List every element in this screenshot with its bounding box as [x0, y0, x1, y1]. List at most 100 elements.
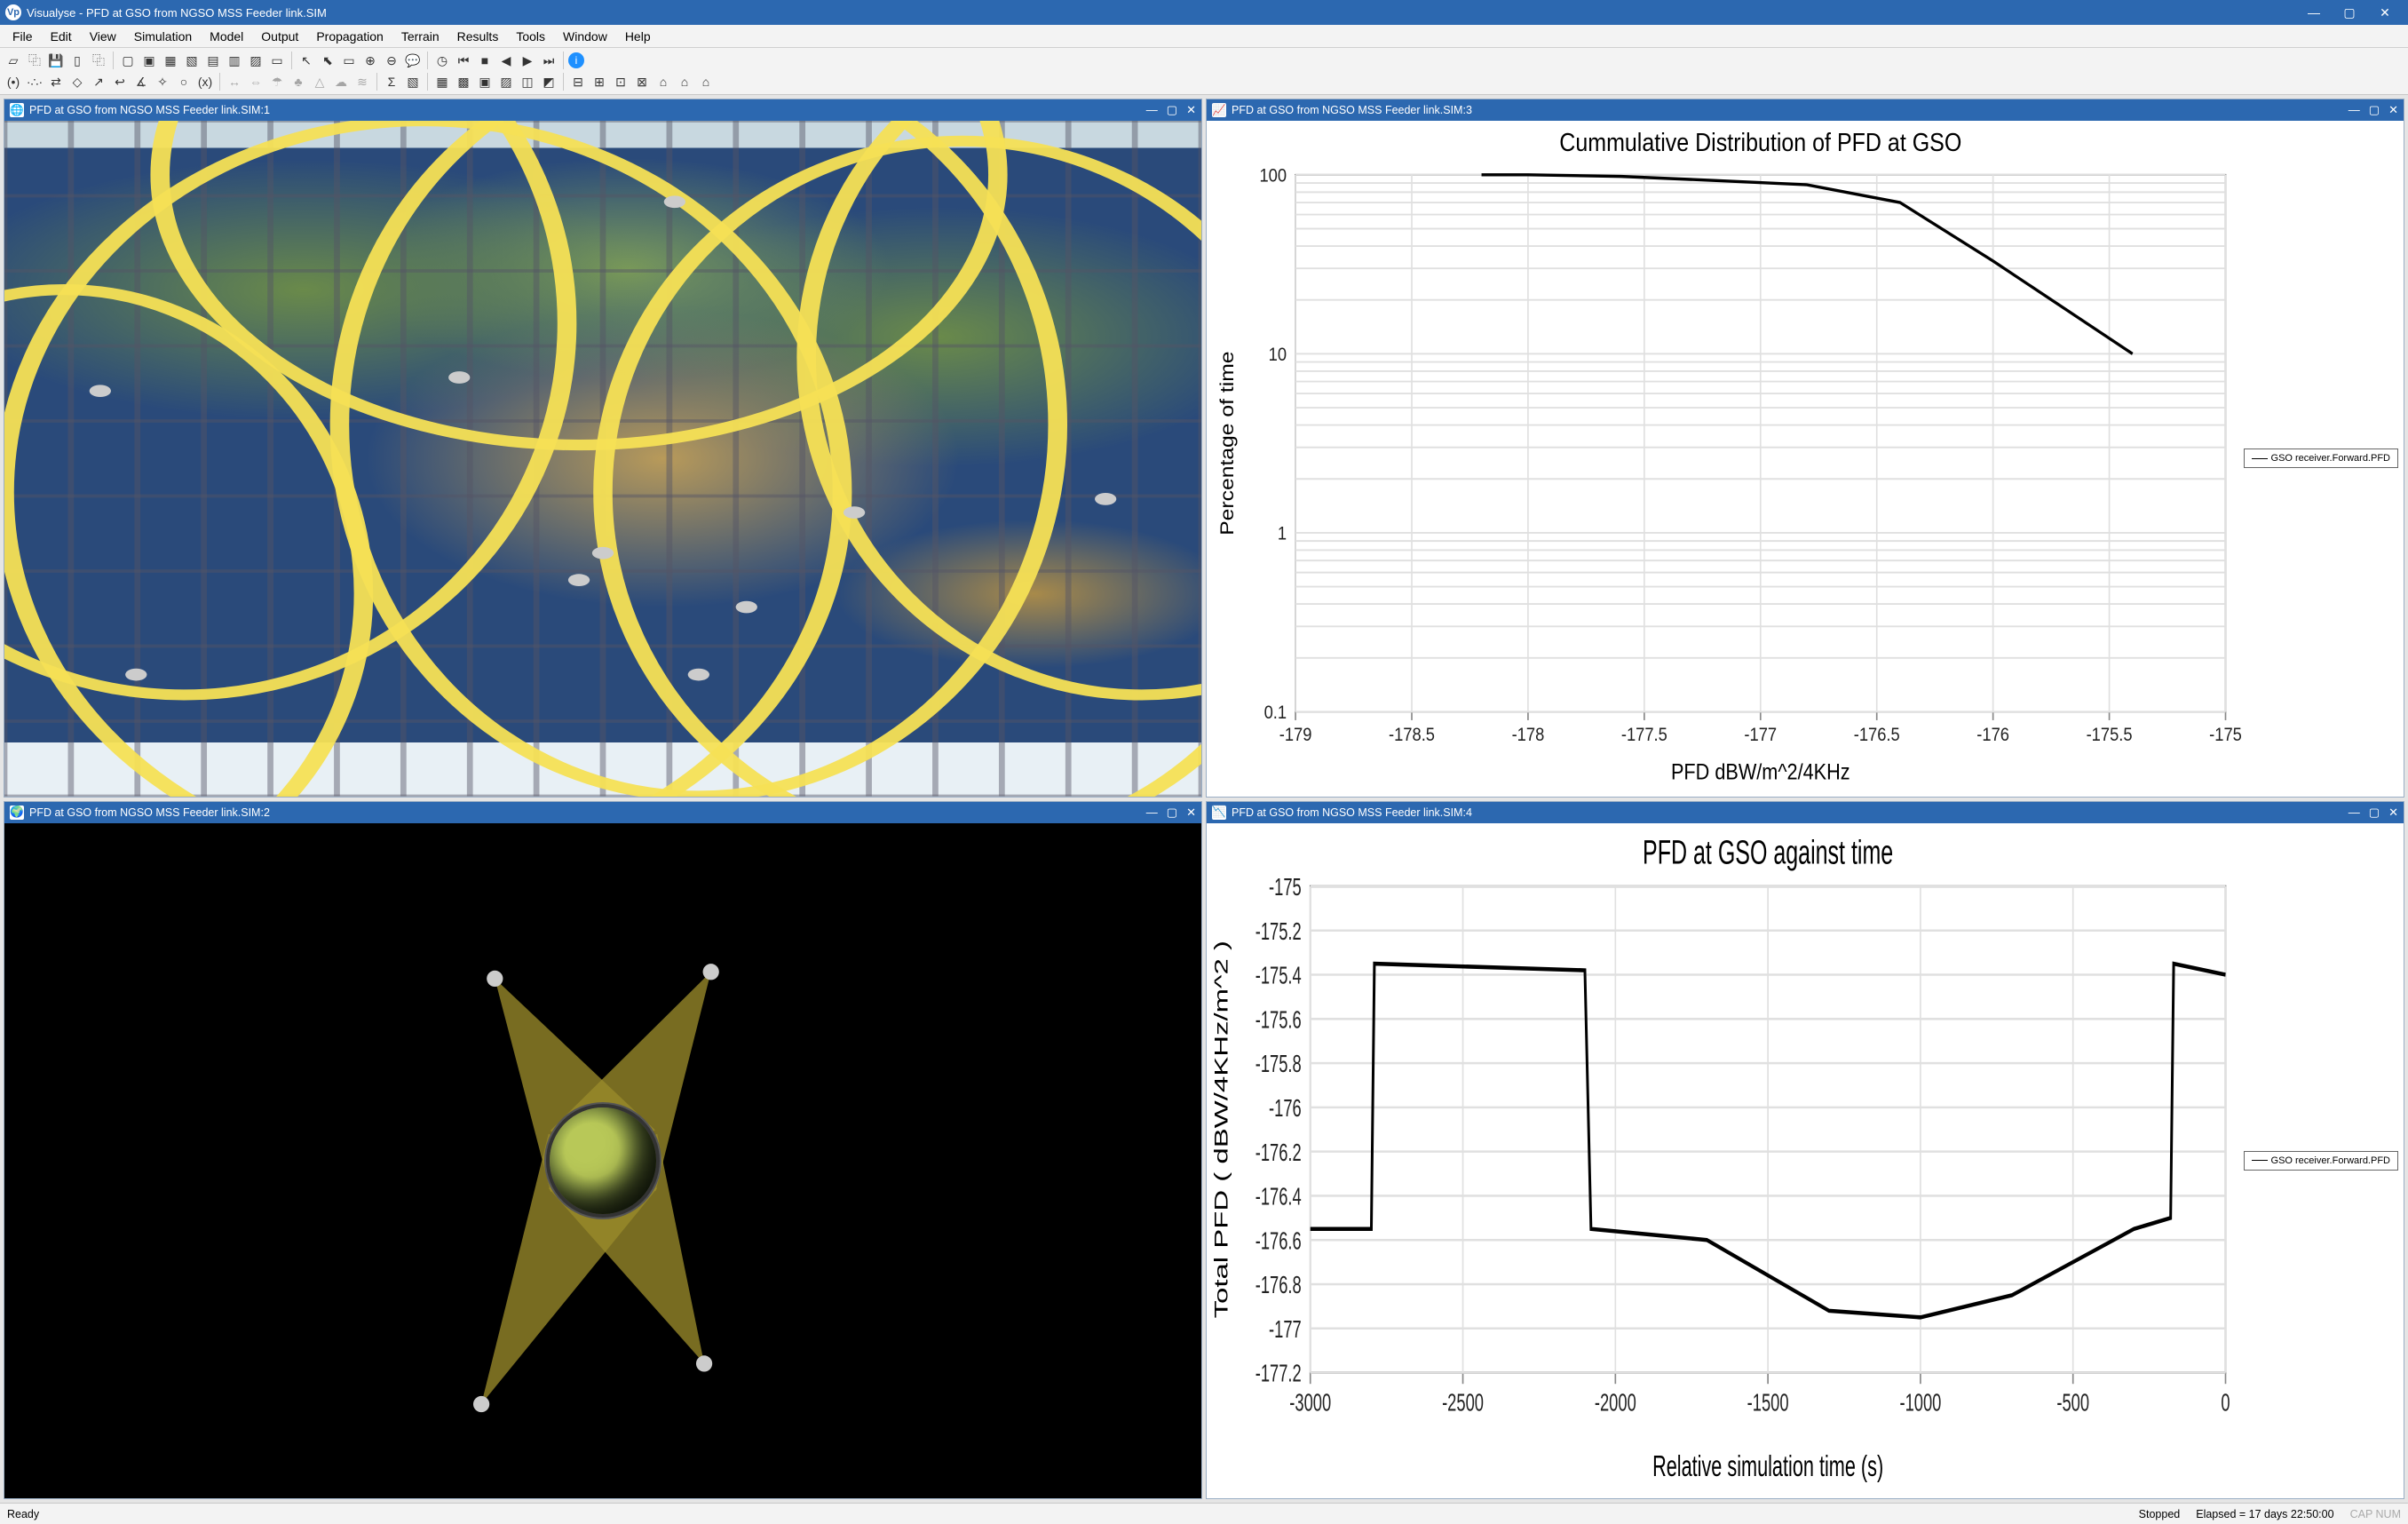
menu-model[interactable]: Model: [201, 27, 252, 46]
legend-swatch-icon: [2252, 458, 2268, 459]
child-close-button[interactable]: ✕: [1186, 806, 1196, 820]
pane-earth3d-titlebar[interactable]: 🌍 PFD at GSO from NGSO MSS Feeder link.S…: [4, 802, 1201, 823]
pane-time-content[interactable]: PFD at GSO against time-3000-2500-2000-1…: [1207, 823, 2404, 1499]
satellite-icon[interactable]: ✧: [153, 72, 172, 91]
menu-tools[interactable]: Tools: [507, 27, 554, 46]
play-icon[interactable]: ▶: [518, 51, 537, 70]
sigma-icon[interactable]: Σ: [382, 72, 401, 91]
menu-propagation[interactable]: Propagation: [307, 27, 392, 46]
menu-file[interactable]: File: [4, 27, 42, 46]
maximize-button[interactable]: ▢: [2332, 0, 2367, 25]
svg-text:-176.5: -176.5: [1854, 725, 1900, 745]
zoom-rect-icon[interactable]: ▭: [339, 51, 359, 70]
city2-icon[interactable]: ⌂: [675, 72, 694, 91]
menu-help[interactable]: Help: [616, 27, 660, 46]
view-grid-icon[interactable]: ▥: [225, 51, 244, 70]
out-chart-icon[interactable]: ▧: [403, 72, 423, 91]
view-table-icon[interactable]: ▦: [161, 51, 180, 70]
pane-map-title: PFD at GSO from NGSO MSS Feeder link.SIM…: [29, 104, 1146, 116]
child-minimize-button[interactable]: —: [1146, 103, 1158, 117]
view-monitor-icon[interactable]: ▭: [267, 51, 287, 70]
minimize-button[interactable]: —: [2296, 0, 2332, 25]
svg-text:-175.8: -175.8: [1255, 1051, 1302, 1078]
child-maximize-button[interactable]: ▢: [1167, 103, 1177, 117]
copy-icon[interactable]: ⿻: [89, 51, 108, 70]
pointer-icon[interactable]: ↖: [297, 51, 316, 70]
rewind-icon[interactable]: ⏮: [454, 51, 473, 70]
terrain6-icon[interactable]: ◩: [539, 72, 558, 91]
variable-icon[interactable]: (x): [195, 72, 215, 91]
menu-view[interactable]: View: [81, 27, 125, 46]
terrain5-icon[interactable]: ◫: [518, 72, 537, 91]
stop-icon[interactable]: ■: [475, 51, 495, 70]
db3-icon[interactable]: ⊡: [611, 72, 630, 91]
pane-cdf-content[interactable]: Cummulative Distribution of PFD at GSO-1…: [1207, 121, 2404, 797]
menu-simulation[interactable]: Simulation: [125, 27, 201, 46]
heading-icon[interactable]: ∡: [131, 72, 151, 91]
child-close-button[interactable]: ✕: [1186, 103, 1196, 117]
menu-results[interactable]: Results: [448, 27, 508, 46]
page-icon[interactable]: ▯: [67, 51, 87, 70]
svg-text:-175.5: -175.5: [2087, 725, 2133, 745]
city3-icon[interactable]: ⌂: [696, 72, 716, 91]
child-maximize-button[interactable]: ▢: [2369, 806, 2380, 820]
menu-output[interactable]: Output: [252, 27, 307, 46]
db4-icon[interactable]: ⊠: [632, 72, 652, 91]
child-maximize-button[interactable]: ▢: [2369, 103, 2380, 117]
svg-text:-177.2: -177.2: [1255, 1361, 1302, 1388]
pane-cdf-title: PFD at GSO from NGSO MSS Feeder link.SIM…: [1232, 104, 2349, 116]
close-button[interactable]: ✕: [2367, 0, 2403, 25]
iono-icon: ≋: [352, 72, 372, 91]
menu-window[interactable]: Window: [554, 27, 616, 46]
menu-terrain[interactable]: Terrain: [392, 27, 448, 46]
zoom-out-icon[interactable]: ⊖: [382, 51, 401, 70]
view-map-icon[interactable]: ▢: [118, 51, 138, 70]
antenna-icon[interactable]: (•): [4, 72, 23, 91]
view-report-icon[interactable]: ▨: [246, 51, 265, 70]
clock-icon[interactable]: ◷: [432, 51, 452, 70]
comment-icon[interactable]: 💬: [403, 51, 423, 70]
db2-icon[interactable]: ⊞: [590, 72, 609, 91]
orbit-icon[interactable]: ○: [174, 72, 194, 91]
pane-map-content[interactable]: [4, 121, 1201, 797]
view-chart-icon[interactable]: ▧: [182, 51, 202, 70]
child-maximize-button[interactable]: ▢: [1167, 806, 1177, 820]
child-minimize-button[interactable]: —: [2349, 806, 2360, 820]
city1-icon[interactable]: ⌂: [653, 72, 673, 91]
new-file-icon[interactable]: ▱: [4, 51, 23, 70]
tower-icon: △: [310, 72, 329, 91]
save-icon[interactable]: 💾: [46, 51, 66, 70]
svg-text:-1000: -1000: [1899, 1390, 1941, 1417]
pane-cdf: 📈 PFD at GSO from NGSO MSS Feeder link.S…: [1206, 99, 2404, 798]
child-close-button[interactable]: ✕: [2388, 806, 2398, 820]
open-file-icon[interactable]: ⿻: [25, 51, 44, 70]
child-minimize-button[interactable]: —: [1146, 806, 1158, 820]
db1-icon[interactable]: ⊟: [568, 72, 588, 91]
svg-text:1: 1: [1278, 523, 1287, 544]
child-minimize-button[interactable]: —: [2349, 103, 2360, 117]
pane-time-titlebar[interactable]: 📉 PFD at GSO from NGSO MSS Feeder link.S…: [1207, 802, 2404, 823]
path-icon[interactable]: ↗: [89, 72, 108, 91]
return-icon[interactable]: ↩: [110, 72, 130, 91]
pane-earth3d-content[interactable]: [4, 823, 1201, 1499]
menu-edit[interactable]: Edit: [42, 27, 81, 46]
terrain3-icon[interactable]: ▣: [475, 72, 495, 91]
step-back-icon[interactable]: ◀: [496, 51, 516, 70]
view-list-icon[interactable]: ▤: [203, 51, 223, 70]
select-icon[interactable]: ⬉: [318, 51, 337, 70]
info-icon[interactable]: i: [568, 52, 584, 68]
zoom-in-icon[interactable]: ⊕: [360, 51, 380, 70]
child-close-button[interactable]: ✕: [2388, 103, 2398, 117]
svg-text:100: 100: [1259, 165, 1287, 186]
node-icon[interactable]: ◇: [67, 72, 87, 91]
fast-forward-icon[interactable]: ⏭: [539, 51, 558, 70]
linkpair-icon[interactable]: ⇄: [46, 72, 66, 91]
view-3d-icon[interactable]: ▣: [139, 51, 159, 70]
terrain1-icon[interactable]: ▦: [432, 72, 452, 91]
terrain4-icon[interactable]: ▨: [496, 72, 516, 91]
terrain2-icon[interactable]: ▩: [454, 72, 473, 91]
pane-map-titlebar[interactable]: 🌐 PFD at GSO from NGSO MSS Feeder link.S…: [4, 99, 1201, 121]
svg-text:-177.5: -177.5: [1621, 725, 1667, 745]
ground-icon[interactable]: ·∴·: [25, 72, 44, 91]
pane-cdf-titlebar[interactable]: 📈 PFD at GSO from NGSO MSS Feeder link.S…: [1207, 99, 2404, 121]
